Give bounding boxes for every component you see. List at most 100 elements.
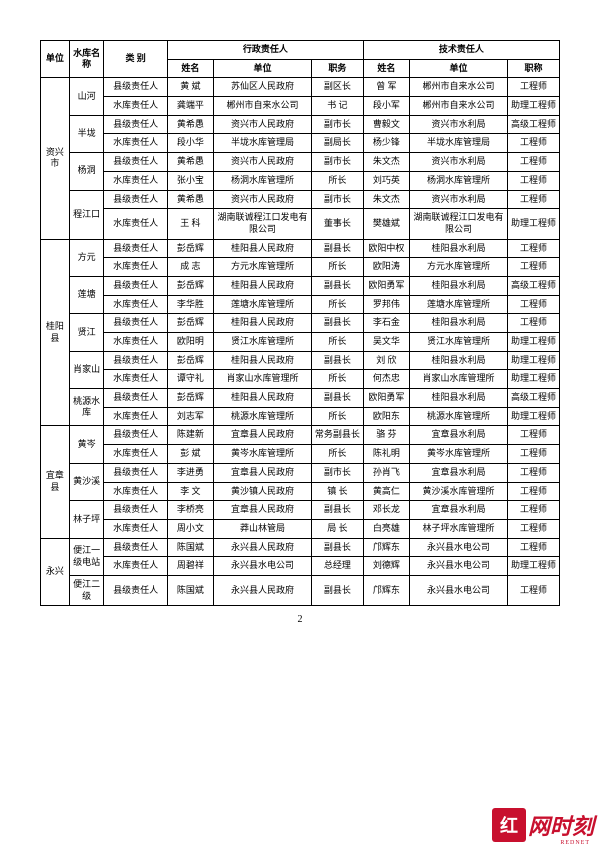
admin-org: 资兴市人民政府 <box>213 153 311 172</box>
table-row: 永兴便江一级电站县级责任人陈国斌永兴县人民政府副县长邝辉东永兴县水电公司工程师 <box>41 538 560 557</box>
cat-cell: 水库责任人 <box>104 407 167 426</box>
cat-cell: 水库责任人 <box>104 134 167 153</box>
admin-name: 欧阳明 <box>167 333 213 352</box>
tech-title: 助理工程师 <box>508 351 560 370</box>
admin-pos: 所长 <box>311 407 363 426</box>
admin-name: 周小文 <box>167 519 213 538</box>
tech-title: 工程师 <box>508 171 560 190</box>
table-row: 水库责任人欧阳明贤江水库管理所所长吴文华贤江水库管理所助理工程师 <box>41 333 560 352</box>
admin-pos: 所长 <box>311 171 363 190</box>
admin-name: 彭岳辉 <box>167 351 213 370</box>
admin-name: 李华胜 <box>167 295 213 314</box>
table-row: 水库责任人龚端平郴州市自来水公司书 记段小军郴州市自来水公司助理工程师 <box>41 97 560 116</box>
admin-org: 莽山林管局 <box>213 519 311 538</box>
admin-name: 李 文 <box>167 482 213 501</box>
tech-title: 工程师 <box>508 575 560 605</box>
admin-name: 陈建新 <box>167 426 213 445</box>
table-row: 水库责任人张小宝杨洞水库管理所所长刘巧英杨洞水库管理所工程师 <box>41 171 560 190</box>
admin-name: 彭 斌 <box>167 445 213 464</box>
reservoir-cell: 山河 <box>69 78 104 115</box>
tech-org: 永兴县水电公司 <box>409 538 507 557</box>
admin-name: 周碧祥 <box>167 557 213 576</box>
th-torg: 单位 <box>409 59 507 78</box>
cat-cell: 县级责任人 <box>104 575 167 605</box>
reservoir-cell: 方元 <box>69 239 104 276</box>
admin-name: 黄 斌 <box>167 78 213 97</box>
tech-name: 曹毅文 <box>363 115 409 134</box>
tech-org: 永兴县水电公司 <box>409 557 507 576</box>
admin-org: 黄岑水库管理所 <box>213 445 311 464</box>
tech-title: 工程师 <box>508 519 560 538</box>
tech-name: 邝辉东 <box>363 538 409 557</box>
tech-org: 黄沙溪水库管理所 <box>409 482 507 501</box>
rednet-logo: 红 网时刻 <box>492 808 594 842</box>
tech-title: 工程师 <box>508 314 560 333</box>
admin-org: 宜章县人民政府 <box>213 463 311 482</box>
admin-org: 资兴市人民政府 <box>213 115 311 134</box>
tech-org: 永兴县水电公司 <box>409 575 507 605</box>
tech-org: 资兴市水利局 <box>409 115 507 134</box>
admin-pos: 所长 <box>311 370 363 389</box>
cat-cell: 县级责任人 <box>104 501 167 520</box>
cat-cell: 县级责任人 <box>104 389 167 408</box>
tech-title: 工程师 <box>508 190 560 209</box>
tech-org: 桂阳县水利局 <box>409 351 507 370</box>
admin-pos: 常务副县长 <box>311 426 363 445</box>
admin-org: 半垅水库管理局 <box>213 134 311 153</box>
cat-cell: 县级责任人 <box>104 115 167 134</box>
tech-org: 郴州市自来水公司 <box>409 97 507 116</box>
cat-cell: 县级责任人 <box>104 78 167 97</box>
cat-cell: 水库责任人 <box>104 171 167 190</box>
admin-org: 杨洞水库管理所 <box>213 171 311 190</box>
unit-cell: 宜章县 <box>41 426 70 538</box>
admin-pos: 副县长 <box>311 314 363 333</box>
tech-name: 欧阳勇军 <box>363 389 409 408</box>
admin-name: 彭岳辉 <box>167 389 213 408</box>
admin-org: 永兴县人民政府 <box>213 575 311 605</box>
admin-name: 彭岳辉 <box>167 276 213 295</box>
admin-pos: 所长 <box>311 295 363 314</box>
tech-title: 工程师 <box>508 134 560 153</box>
reservoir-cell: 便江二级 <box>69 575 104 605</box>
th-ttitle: 职称 <box>508 59 560 78</box>
tech-title: 高级工程师 <box>508 115 560 134</box>
logo-sub: REDNET <box>560 840 590 846</box>
tech-org: 黄岑水库管理所 <box>409 445 507 464</box>
admin-pos: 副县长 <box>311 575 363 605</box>
th-aorg: 单位 <box>213 59 311 78</box>
page-number: 2 <box>40 614 560 625</box>
tech-name: 邝辉东 <box>363 575 409 605</box>
th-unit: 单位 <box>41 41 70 78</box>
admin-pos: 副县长 <box>311 389 363 408</box>
tech-name: 骆 芬 <box>363 426 409 445</box>
reservoir-cell: 便江一级电站 <box>69 538 104 575</box>
admin-org: 湖南联诚程江口发电有限公司 <box>213 209 311 239</box>
tech-title: 工程师 <box>508 445 560 464</box>
table-row: 肖家山县级责任人彭岳辉桂阳县人民政府副县长刘 欣桂阳县水利局助理工程师 <box>41 351 560 370</box>
admin-name: 王 科 <box>167 209 213 239</box>
tech-name: 樊雄斌 <box>363 209 409 239</box>
admin-org: 永兴县人民政府 <box>213 538 311 557</box>
tech-title: 高级工程师 <box>508 389 560 408</box>
tech-org: 资兴市水利局 <box>409 153 507 172</box>
table-row: 水库责任人段小华半垅水库管理局副局长杨少锋半垅水库管理局工程师 <box>41 134 560 153</box>
admin-pos: 所长 <box>311 445 363 464</box>
admin-org: 桂阳县人民政府 <box>213 276 311 295</box>
tech-name: 曾 军 <box>363 78 409 97</box>
tech-org: 宜章县水利局 <box>409 426 507 445</box>
cat-cell: 水库责任人 <box>104 295 167 314</box>
tech-title: 助理工程师 <box>508 97 560 116</box>
tech-name: 李石金 <box>363 314 409 333</box>
admin-org: 桂阳县人民政府 <box>213 239 311 258</box>
tech-name: 刘 欣 <box>363 351 409 370</box>
logo-text: 网时刻 <box>528 809 594 841</box>
tech-org: 资兴市水利局 <box>409 190 507 209</box>
reservoir-cell: 黄沙溪 <box>69 463 104 500</box>
tech-name: 何杰忠 <box>363 370 409 389</box>
admin-org: 郴州市自来水公司 <box>213 97 311 116</box>
cat-cell: 县级责任人 <box>104 351 167 370</box>
tech-title: 工程师 <box>508 501 560 520</box>
admin-pos: 副市长 <box>311 115 363 134</box>
th-res: 水库名称 <box>69 41 104 78</box>
admin-name: 谭守礼 <box>167 370 213 389</box>
